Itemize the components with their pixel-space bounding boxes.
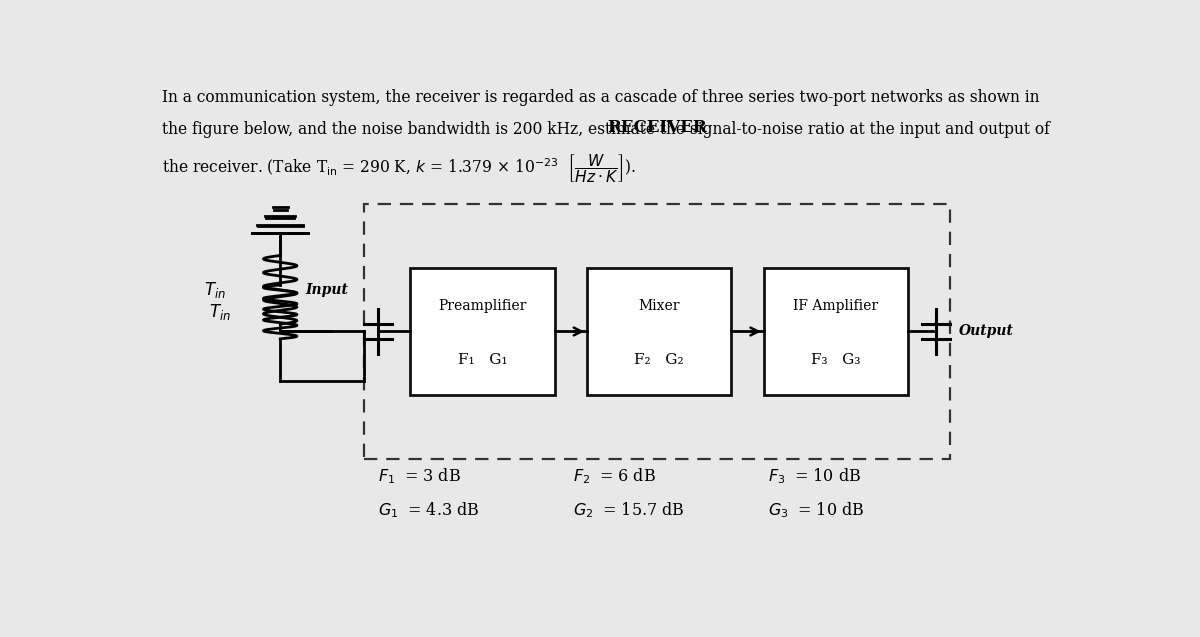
Text: RECEIVER: RECEIVER (607, 120, 707, 136)
Bar (764, 268, 908, 395)
Text: F₁   G₁: F₁ G₁ (457, 352, 508, 366)
Text: IF Amplifier: IF Amplifier (793, 299, 878, 313)
Text: the receiver. (Take T$_{\rm in}$ = 290 K, $k$ = 1.379 × 10$^{-23}$  $\left[\dfra: the receiver. (Take T$_{\rm in}$ = 290 K… (162, 152, 636, 185)
Text: F₂   G₂: F₂ G₂ (635, 352, 684, 366)
Text: Output: Output (959, 324, 1014, 338)
Text: Preamplifier: Preamplifier (438, 299, 527, 313)
Text: $F_3\;$ = 10 dB: $F_3\;$ = 10 dB (768, 466, 862, 486)
Text: $T_{in}$: $T_{in}$ (209, 302, 230, 322)
Text: $G_3\;$ = 10 dB: $G_3\;$ = 10 dB (768, 501, 865, 520)
Text: the figure below, and the noise bandwidth is 200 kHz, estimate the signal-to-noi: the figure below, and the noise bandwidt… (162, 120, 1050, 138)
Bar (587, 268, 731, 395)
Text: $G_1\;$ = 4.3 dB: $G_1\;$ = 4.3 dB (378, 501, 479, 520)
Text: $F_2\;$ = 6 dB: $F_2\;$ = 6 dB (574, 466, 656, 486)
Bar (410, 268, 554, 395)
Text: Input: Input (305, 283, 348, 297)
Text: Mixer: Mixer (638, 299, 680, 313)
Text: In a communication system, the receiver is regarded as a cascade of three series: In a communication system, the receiver … (162, 89, 1039, 106)
Text: $F_1\;$ = 3 dB: $F_1\;$ = 3 dB (378, 466, 461, 486)
Text: $T_{in}$: $T_{in}$ (204, 280, 226, 300)
Bar (364, 204, 950, 459)
Text: $G_2\;$ = 15.7 dB: $G_2\;$ = 15.7 dB (574, 501, 685, 520)
Text: F₃   G₃: F₃ G₃ (811, 352, 860, 366)
